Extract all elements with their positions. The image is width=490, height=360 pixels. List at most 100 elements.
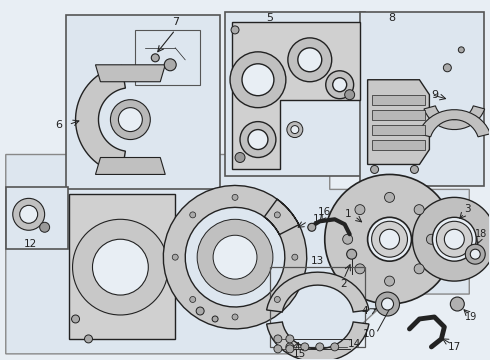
- Circle shape: [286, 345, 294, 353]
- Polygon shape: [69, 194, 175, 339]
- Circle shape: [190, 297, 196, 302]
- Circle shape: [470, 249, 480, 259]
- Circle shape: [375, 292, 399, 316]
- Circle shape: [413, 197, 490, 281]
- Text: 16: 16: [318, 207, 331, 217]
- Circle shape: [20, 205, 38, 223]
- Circle shape: [426, 234, 437, 244]
- Polygon shape: [96, 65, 165, 82]
- Polygon shape: [96, 157, 165, 175]
- Polygon shape: [418, 110, 490, 137]
- Circle shape: [151, 54, 159, 62]
- Circle shape: [13, 198, 45, 230]
- Circle shape: [287, 122, 303, 138]
- Polygon shape: [232, 22, 360, 170]
- Circle shape: [443, 64, 451, 72]
- Polygon shape: [368, 80, 429, 165]
- Polygon shape: [6, 154, 469, 354]
- Circle shape: [333, 78, 346, 92]
- Circle shape: [232, 194, 238, 201]
- Text: 17: 17: [448, 342, 461, 352]
- Circle shape: [196, 307, 204, 315]
- Bar: [225, 12, 365, 176]
- Text: 8: 8: [388, 13, 395, 23]
- Circle shape: [40, 222, 49, 232]
- Circle shape: [119, 108, 142, 131]
- Circle shape: [411, 166, 418, 174]
- Circle shape: [414, 204, 424, 215]
- Circle shape: [164, 59, 176, 71]
- Bar: [135, 30, 200, 85]
- Circle shape: [450, 297, 465, 311]
- Circle shape: [288, 38, 332, 82]
- Circle shape: [212, 316, 218, 322]
- Text: 9: 9: [431, 90, 438, 100]
- Circle shape: [437, 221, 472, 257]
- Circle shape: [274, 345, 282, 353]
- Polygon shape: [267, 322, 369, 360]
- Circle shape: [274, 297, 280, 302]
- Circle shape: [308, 223, 316, 231]
- Bar: [66, 15, 220, 189]
- Circle shape: [370, 166, 379, 174]
- Circle shape: [274, 335, 282, 343]
- Circle shape: [385, 276, 394, 286]
- Circle shape: [382, 298, 393, 310]
- Circle shape: [172, 254, 178, 260]
- Polygon shape: [163, 185, 307, 329]
- Text: 2: 2: [341, 279, 347, 289]
- Circle shape: [190, 212, 196, 218]
- Circle shape: [301, 343, 309, 351]
- Text: 4: 4: [361, 306, 368, 316]
- Bar: [371, 140, 425, 149]
- Circle shape: [368, 217, 412, 261]
- Bar: [360, 12, 484, 186]
- Text: 18: 18: [475, 229, 488, 239]
- Circle shape: [230, 52, 286, 108]
- Circle shape: [331, 343, 339, 351]
- Text: 11: 11: [313, 214, 326, 224]
- Polygon shape: [267, 272, 369, 312]
- Polygon shape: [75, 66, 125, 174]
- Circle shape: [326, 71, 354, 99]
- Bar: [371, 125, 425, 135]
- Bar: [371, 95, 425, 105]
- Text: 14: 14: [348, 339, 361, 349]
- Circle shape: [385, 192, 394, 202]
- Circle shape: [274, 212, 280, 218]
- Circle shape: [231, 26, 239, 34]
- Circle shape: [325, 175, 454, 304]
- Circle shape: [371, 221, 408, 257]
- Circle shape: [292, 254, 298, 260]
- Bar: [371, 110, 425, 120]
- Polygon shape: [424, 106, 485, 130]
- Circle shape: [84, 335, 93, 343]
- Circle shape: [380, 229, 399, 249]
- Text: 12: 12: [24, 239, 37, 249]
- Circle shape: [73, 219, 168, 315]
- Circle shape: [213, 235, 257, 279]
- Circle shape: [355, 264, 365, 274]
- Text: 19: 19: [465, 312, 477, 322]
- Bar: [270, 267, 365, 347]
- Circle shape: [232, 314, 238, 320]
- Text: 6: 6: [55, 120, 62, 130]
- Circle shape: [414, 264, 424, 274]
- Circle shape: [242, 64, 274, 96]
- Text: 1: 1: [344, 209, 351, 219]
- Circle shape: [110, 100, 150, 140]
- Circle shape: [466, 244, 485, 264]
- Circle shape: [298, 48, 322, 72]
- Circle shape: [286, 335, 294, 343]
- Text: 7: 7: [172, 17, 179, 27]
- Circle shape: [286, 343, 294, 351]
- Circle shape: [93, 239, 148, 295]
- Circle shape: [458, 47, 465, 53]
- Text: 13: 13: [311, 256, 324, 266]
- Circle shape: [240, 122, 276, 157]
- Circle shape: [343, 234, 353, 244]
- Text: 10: 10: [363, 329, 376, 339]
- Circle shape: [432, 217, 476, 261]
- Circle shape: [248, 130, 268, 149]
- Bar: [6, 188, 68, 249]
